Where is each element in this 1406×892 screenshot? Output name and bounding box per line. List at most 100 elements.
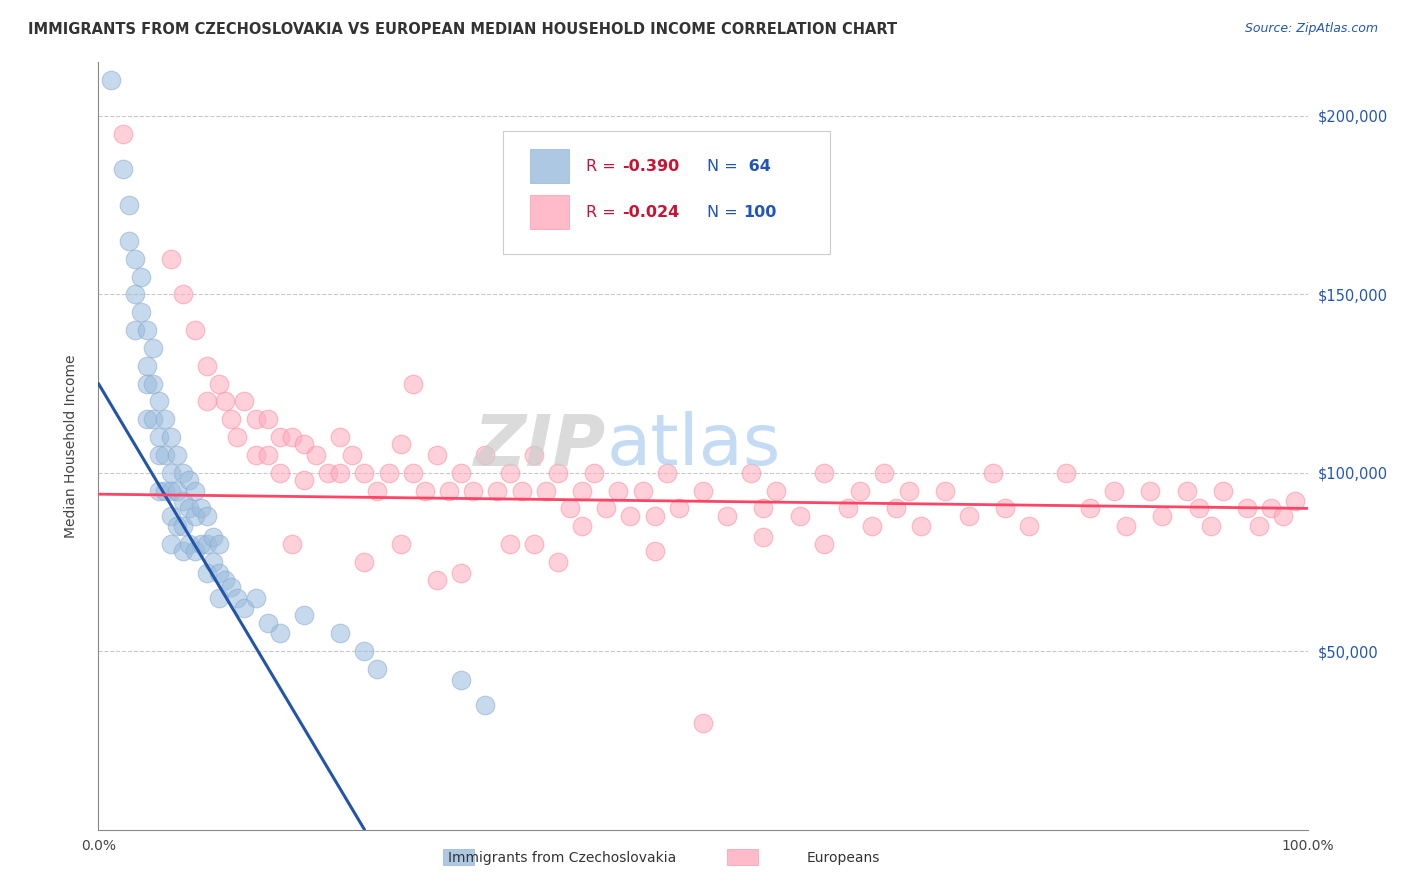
Point xyxy=(208,591,231,605)
Point xyxy=(142,412,165,426)
Point xyxy=(534,483,557,498)
Point xyxy=(124,323,146,337)
Point xyxy=(292,608,315,623)
Point xyxy=(463,483,485,498)
Point xyxy=(437,483,460,498)
Point xyxy=(160,537,183,551)
Point xyxy=(849,483,872,498)
Point xyxy=(644,508,666,523)
Point xyxy=(631,483,654,498)
Point xyxy=(195,394,218,409)
Point xyxy=(450,466,472,480)
Point xyxy=(292,437,315,451)
Point xyxy=(498,537,520,551)
Point xyxy=(172,544,194,558)
Point xyxy=(897,483,920,498)
Point xyxy=(256,412,278,426)
Point xyxy=(740,466,762,480)
Point xyxy=(221,412,243,426)
Point xyxy=(190,537,212,551)
Point xyxy=(160,508,183,523)
Text: ZIP: ZIP xyxy=(474,411,606,481)
Point xyxy=(692,715,714,730)
Point xyxy=(190,501,212,516)
Point xyxy=(571,483,593,498)
Point xyxy=(135,359,157,373)
Point xyxy=(179,537,201,551)
Point xyxy=(523,448,546,462)
Point xyxy=(1054,466,1077,480)
Point xyxy=(172,466,194,480)
Text: 64: 64 xyxy=(742,159,770,174)
Text: -0.024: -0.024 xyxy=(621,204,679,219)
Point xyxy=(934,483,956,498)
Point xyxy=(148,430,170,444)
Text: Immigrants from Czechoslovakia: Immigrants from Czechoslovakia xyxy=(449,851,676,865)
Point xyxy=(148,448,170,462)
Point xyxy=(148,483,170,498)
Point xyxy=(281,430,304,444)
Point xyxy=(450,673,472,687)
Text: Source: ZipAtlas.com: Source: ZipAtlas.com xyxy=(1244,22,1378,36)
Point xyxy=(353,466,375,480)
Point xyxy=(583,466,606,480)
Text: IMMIGRANTS FROM CZECHOSLOVAKIA VS EUROPEAN MEDIAN HOUSEHOLD INCOME CORRELATION C: IMMIGRANTS FROM CZECHOSLOVAKIA VS EUROPE… xyxy=(28,22,897,37)
Point xyxy=(558,501,581,516)
Text: N =: N = xyxy=(707,204,742,219)
Point xyxy=(619,508,641,523)
Point xyxy=(342,448,364,462)
Point xyxy=(153,448,176,462)
Point xyxy=(402,466,425,480)
Point xyxy=(135,412,157,426)
Point xyxy=(450,566,472,580)
Point xyxy=(1078,501,1101,516)
Point xyxy=(269,626,291,640)
Point xyxy=(160,466,183,480)
Text: atlas: atlas xyxy=(606,411,780,481)
Point xyxy=(813,466,835,480)
Point xyxy=(166,483,188,498)
Point xyxy=(389,537,412,551)
Point xyxy=(716,508,738,523)
Point xyxy=(1152,508,1174,523)
Point xyxy=(571,519,593,533)
Point xyxy=(910,519,932,533)
Point xyxy=(366,662,388,676)
Point xyxy=(245,448,267,462)
Point xyxy=(329,430,352,444)
Point xyxy=(214,573,236,587)
Point xyxy=(426,573,449,587)
Point xyxy=(510,483,533,498)
Point xyxy=(166,448,188,462)
Point xyxy=(547,466,569,480)
Point xyxy=(1284,494,1306,508)
Point xyxy=(142,341,165,355)
Point xyxy=(118,234,141,248)
Point xyxy=(644,544,666,558)
Text: R =: R = xyxy=(586,159,620,174)
Point xyxy=(160,430,183,444)
Point xyxy=(142,376,165,391)
Point xyxy=(486,483,509,498)
Point xyxy=(256,615,278,630)
Point xyxy=(269,466,291,480)
Point xyxy=(148,394,170,409)
Point xyxy=(124,287,146,301)
Point xyxy=(172,287,194,301)
Point xyxy=(1199,519,1222,533)
Point xyxy=(153,412,176,426)
Point xyxy=(160,483,183,498)
Point xyxy=(377,466,399,480)
Point xyxy=(1018,519,1040,533)
Point xyxy=(208,376,231,391)
Point xyxy=(172,494,194,508)
Point xyxy=(179,473,201,487)
Point xyxy=(232,601,254,615)
Point xyxy=(153,483,176,498)
Point xyxy=(1102,483,1125,498)
Point xyxy=(474,448,496,462)
Point xyxy=(124,252,146,266)
Point xyxy=(269,430,291,444)
Point xyxy=(789,508,811,523)
Point xyxy=(860,519,883,533)
